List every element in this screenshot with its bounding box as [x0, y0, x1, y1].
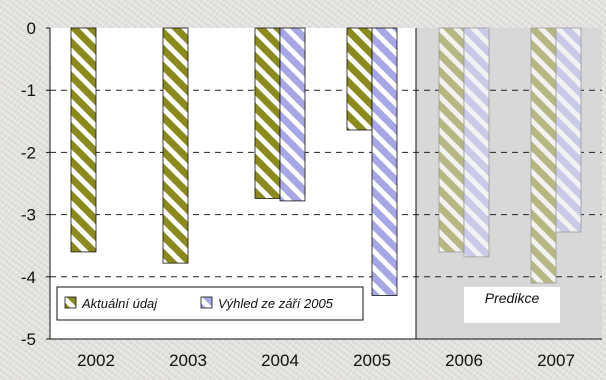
x-tick-label: 2007 [537, 351, 575, 370]
forecast-label-text: Predikce [485, 290, 540, 306]
x-tick-label: 2003 [169, 351, 207, 370]
x-axis-ticks: 2002 2003 2004 2005 2006 2007 [77, 351, 575, 370]
y-tick-label: -4 [21, 268, 36, 287]
bars [70, 27, 582, 296]
bar-actual-2003 [162, 27, 189, 264]
x-tick-label: 2006 [445, 351, 483, 370]
y-tick-label: 0 [27, 19, 36, 38]
bar-actual-2007 [530, 27, 557, 284]
y-tick-label: -5 [21, 330, 36, 349]
legend-label-outlook: Výhled ze září 2005 [218, 296, 334, 311]
y-tick-label: -1 [21, 81, 36, 100]
bar-outlook-2005 [371, 27, 398, 296]
legend: Aktuální údaj Výhled ze září 2005 [56, 286, 364, 321]
bar-outlook-2004 [279, 27, 306, 202]
bar-actual-2004 [254, 27, 281, 199]
x-tick-label: 2005 [353, 351, 391, 370]
forecast-label: Predikce [464, 287, 560, 323]
bar-outlook-2006 [463, 27, 490, 258]
legend-box [56, 286, 364, 321]
x-tick-label: 2004 [261, 351, 299, 370]
bar-actual-2002 [70, 27, 97, 253]
legend-swatch-outlook [200, 296, 213, 309]
y-axis-ticks: 0 -1 -2 -3 -4 -5 [21, 19, 50, 349]
y-tick-label: -2 [21, 143, 36, 162]
x-tick-label: 2002 [77, 351, 115, 370]
bar-actual-2005 [346, 27, 373, 131]
forecast-label-box [464, 287, 560, 323]
bar-outlook-2007 [555, 27, 582, 233]
bar-actual-2006 [438, 27, 465, 253]
y-tick-label: -3 [21, 206, 36, 225]
gridlines [50, 89, 602, 278]
legend-label-actual: Aktuální údaj [81, 296, 158, 311]
legend-swatch-actual [64, 296, 77, 309]
